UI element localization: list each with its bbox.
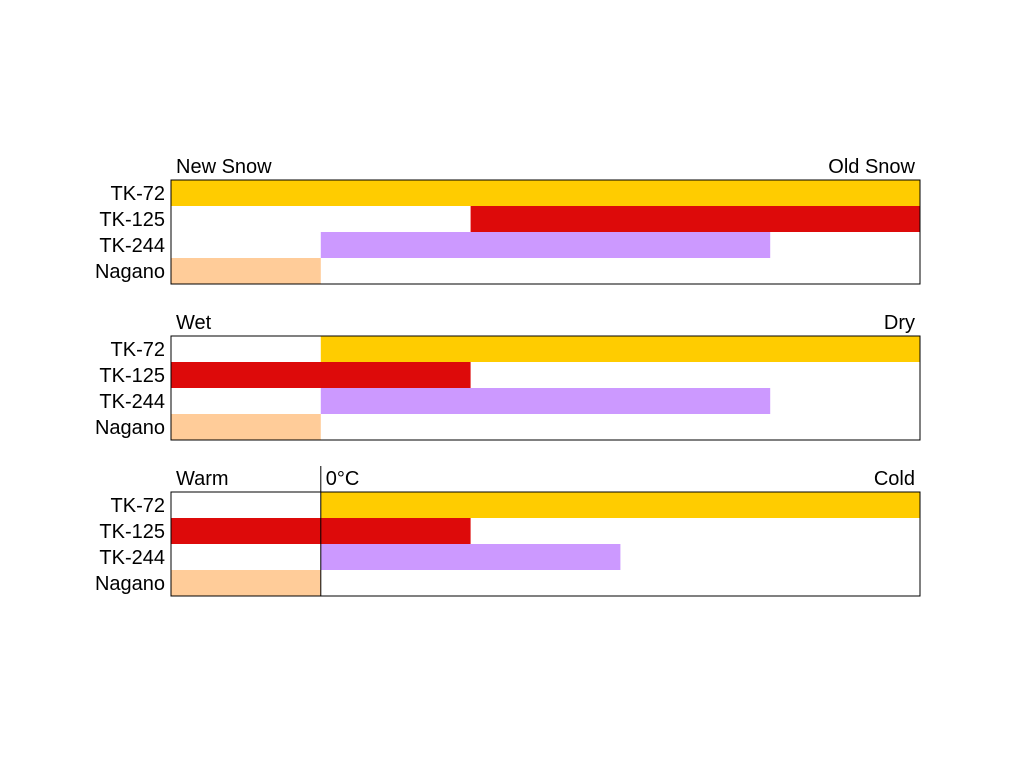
- bar-tk-125: [470, 206, 920, 232]
- scale-label: Wet: [176, 312, 212, 334]
- row-label-tk-244: TK-244: [99, 235, 165, 257]
- row-label-nagano: Nagano: [95, 417, 165, 439]
- row-label-tk-125: TK-125: [99, 365, 165, 387]
- chart-panel-1: TK-72 TK-125 TK-244 Nagano New Snow Old Snow: [95, 156, 921, 285]
- bar-tk-72: [320, 492, 920, 518]
- row-label-tk-244: TK-244: [99, 547, 165, 569]
- row-label-tk-125: TK-125: [99, 209, 165, 231]
- row-label-nagano: Nagano: [95, 261, 165, 283]
- chart-panel-2: TK-72 TK-125 TK-244 Nagano Wet Dry: [95, 312, 921, 441]
- row-label-nagano: Nagano: [95, 573, 165, 595]
- row-label-tk-72: TK-72: [111, 183, 165, 205]
- scale-label: New Snow: [176, 156, 272, 178]
- bar-nagano: [171, 414, 321, 440]
- bar-tk-72: [320, 336, 920, 362]
- row-label-tk-125: TK-125: [99, 521, 165, 543]
- scale-label: 0°C: [326, 468, 360, 490]
- bar-tk-125: [171, 362, 471, 388]
- plot-frame: [170, 491, 921, 597]
- scale-label: Cold: [874, 468, 915, 490]
- row-label-tk-244: TK-244: [99, 391, 165, 413]
- bar-nagano: [171, 258, 321, 284]
- chart-panel-3: TK-72 TK-125 TK-244 Nagano Warm 0°C Cold: [95, 466, 921, 597]
- plot-frame: [170, 335, 921, 441]
- row-label-tk-72: TK-72: [111, 339, 165, 361]
- scale-label: Dry: [884, 312, 915, 334]
- scale-label: Warm: [176, 468, 229, 490]
- plot-frame: [170, 179, 921, 285]
- bar-tk-244: [320, 388, 771, 414]
- bar-nagano: [171, 570, 321, 596]
- bar-tk-244: [320, 544, 621, 570]
- scale-label: Old Snow: [828, 156, 915, 178]
- row-label-tk-72: TK-72: [111, 495, 165, 517]
- bar-tk-244: [320, 232, 771, 258]
- bar-tk-72: [171, 180, 920, 206]
